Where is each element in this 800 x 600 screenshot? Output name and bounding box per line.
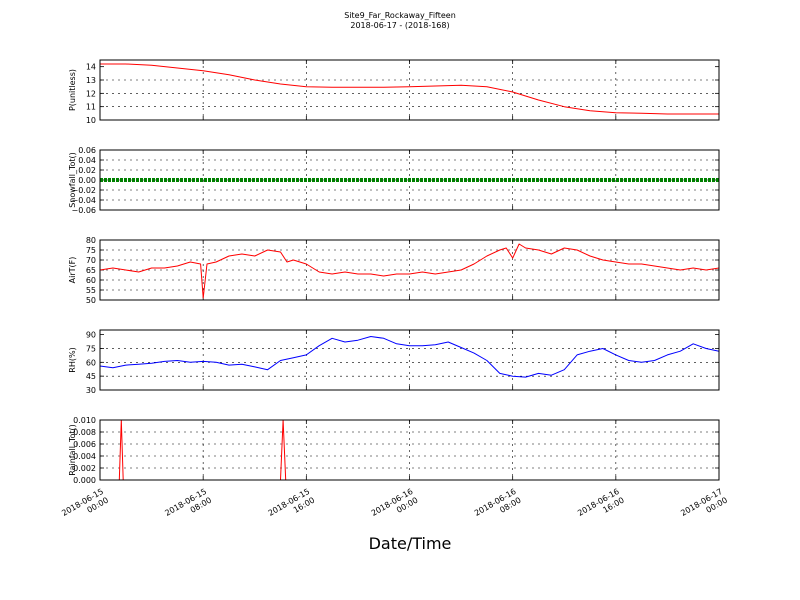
- y-tick-label: −0.04: [71, 196, 96, 205]
- y-tick-label: 0.02: [78, 166, 96, 175]
- y-tick-label: 60: [86, 276, 96, 285]
- y-tick-label: 0.00: [78, 176, 96, 185]
- y-tick-label: 0.002: [73, 464, 96, 473]
- chart-title: Site9_Far_Rockaway_Fifteen: [344, 11, 456, 20]
- y-tick-label: 65: [86, 266, 96, 275]
- y-tick-label: 30: [86, 386, 96, 395]
- y-tick-label: 0.004: [73, 452, 96, 461]
- plot-frame: [99, 59, 720, 121]
- series-line: [99, 336, 720, 378]
- series-line: [99, 243, 720, 299]
- panel-1: 10 11 12 13 14 P(unitless): [68, 59, 720, 125]
- y-axis-label: P(unitless): [68, 69, 77, 111]
- plot-frame: [99, 149, 720, 211]
- y-tick-label: 14: [86, 63, 96, 72]
- x-axis-label: Date/Time: [368, 534, 452, 553]
- y-tick-label: 45: [86, 372, 96, 381]
- y-tick-label: 0.000: [73, 476, 96, 485]
- y-tick-label: 13: [86, 76, 96, 85]
- panel-2: −0.06−0.04−0.020.000.020.040.06Snowfall_…: [68, 146, 720, 215]
- y-tick-label: −0.02: [71, 186, 96, 195]
- y-tick-label: 60: [86, 358, 96, 367]
- plot-frame: [99, 329, 720, 391]
- y-axis-label: RH(%): [68, 347, 77, 372]
- y-tick-label: 0.010: [73, 416, 96, 425]
- y-axis-label: Snowfall_Tot(): [68, 152, 77, 208]
- y-tick-label: 70: [86, 256, 96, 265]
- y-tick-label: 12: [86, 89, 96, 98]
- plot-frame: [99, 239, 720, 301]
- y-tick-label: 0.06: [78, 146, 96, 155]
- y-tick-label: 75: [86, 246, 96, 255]
- panel-5: 0.000 0.002 0.004 0.006 0.008 0.010Rainfall_T…: [68, 416, 720, 485]
- y-axis-label: AirT(F): [68, 257, 77, 284]
- y-axis-label: Rainfall_Tot(): [68, 424, 77, 476]
- y-tick-label: 0.04: [78, 156, 96, 165]
- y-tick-label: 10: [86, 116, 96, 125]
- y-tick-label: 90: [86, 331, 96, 340]
- plot-frame: [99, 419, 720, 481]
- y-tick-label: −0.06: [71, 206, 96, 215]
- y-tick-label: 55: [86, 286, 96, 295]
- y-tick-label: 11: [86, 103, 96, 112]
- y-tick-label: 0.008: [73, 428, 96, 437]
- series-line: [100, 63, 719, 115]
- panel-4: 30 45 60 75 90 RH(%): [68, 329, 720, 395]
- y-tick-label: 75: [86, 344, 96, 353]
- y-tick-label: 80: [86, 236, 96, 245]
- y-tick-label: 0.006: [73, 440, 96, 449]
- y-tick-label: 50: [86, 296, 96, 305]
- chart-subtitle: 2018-06-17 - (2018-168): [350, 21, 450, 30]
